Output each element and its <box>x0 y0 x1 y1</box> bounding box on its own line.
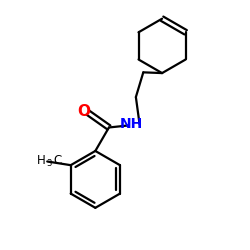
Text: H: H <box>37 154 46 167</box>
Text: 3: 3 <box>46 159 52 168</box>
Text: NH: NH <box>120 117 143 131</box>
Text: C: C <box>53 154 61 167</box>
Text: O: O <box>77 104 90 119</box>
